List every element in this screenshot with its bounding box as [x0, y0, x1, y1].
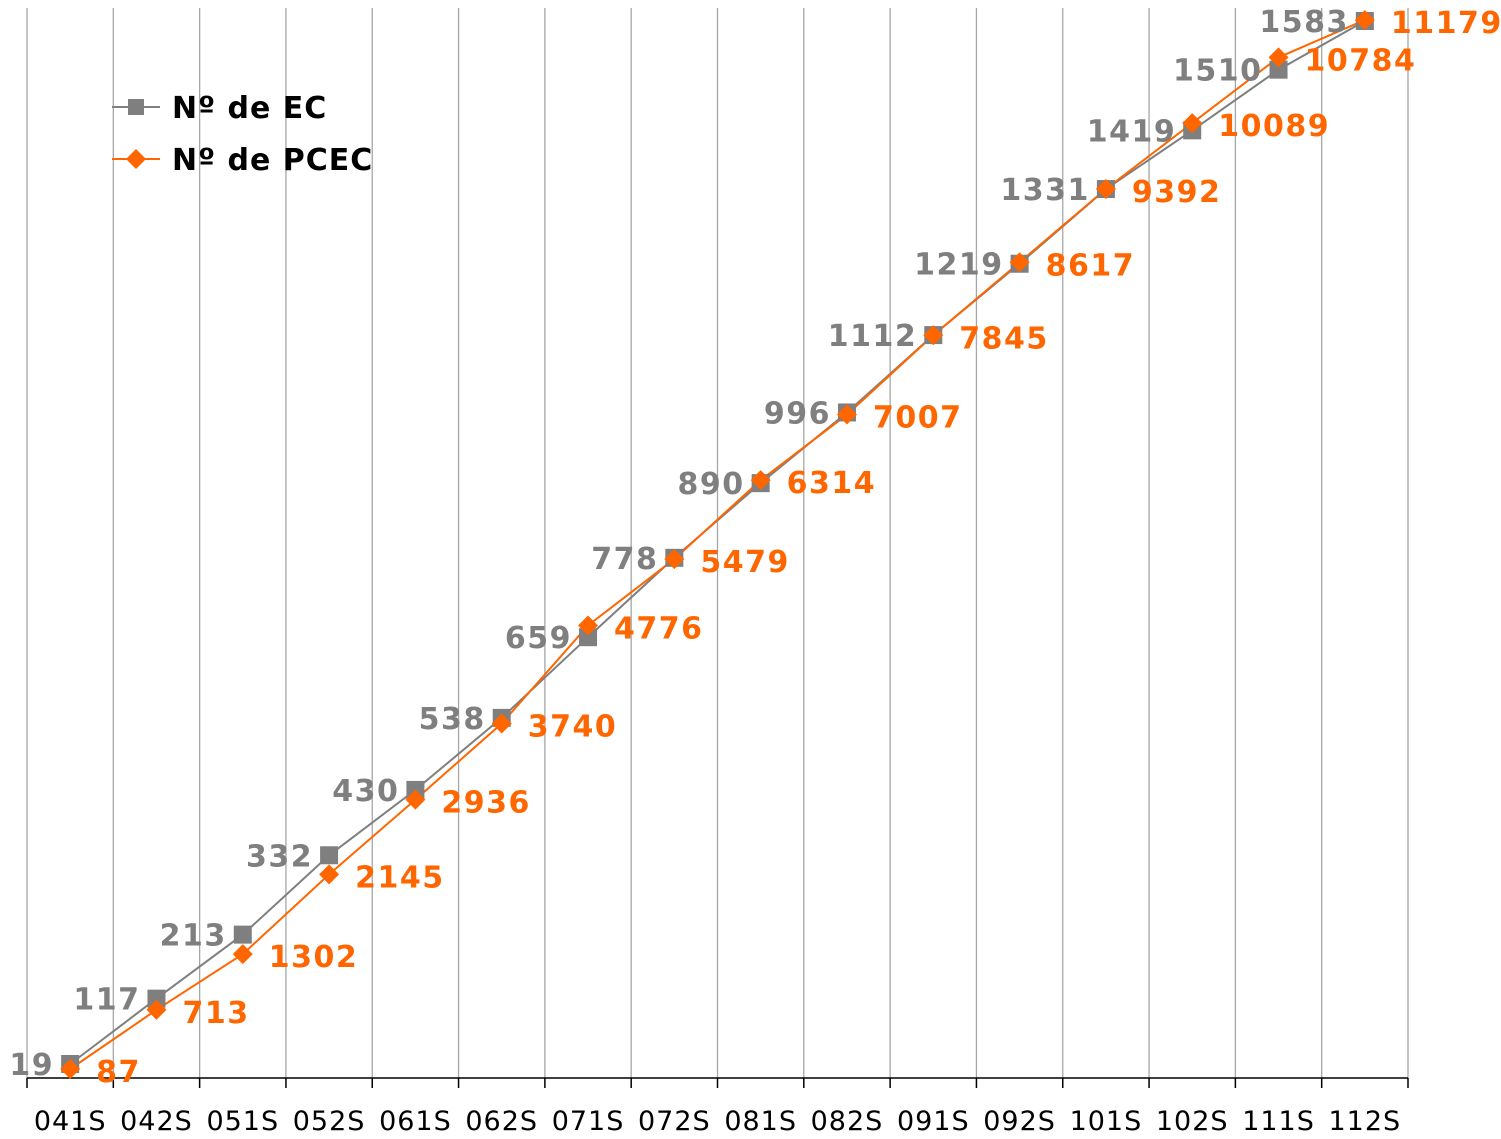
marker-pcec-042S: [146, 999, 167, 1020]
legend-label-ec: Nº de EC: [172, 91, 327, 126]
data-label-pcec-062S: 3740: [528, 710, 618, 745]
marker-pcec-111S: [1268, 47, 1289, 68]
marker-pcec-102S: [1182, 113, 1203, 134]
data-label-pcec-101S: 9392: [1132, 175, 1222, 210]
marker-ec-042S: [147, 989, 166, 1008]
data-label-ec-081S: 890: [678, 467, 745, 502]
data-label-pcec-111S: 10784: [1305, 43, 1417, 78]
data-label-ec-062S: 538: [419, 702, 486, 737]
data-label-ec-092S: 1219: [914, 248, 1004, 283]
data-label-ec-111S: 1510: [1173, 54, 1263, 89]
data-label-pcec-082S: 7007: [873, 401, 963, 436]
data-label-ec-082S: 996: [764, 396, 831, 431]
data-label-ec-051S: 213: [160, 919, 227, 954]
marker-pcec-051S: [232, 944, 253, 965]
marker-pcec-112S: [1354, 10, 1375, 30]
x-tick-label-111S: 111S: [1242, 1106, 1315, 1137]
series-lines: [69, 19, 1366, 1070]
x-tick-label-061S: 061S: [379, 1106, 452, 1137]
data-label-ec-071S: 659: [505, 621, 572, 656]
legend-label-pcec: Nº de PCEC: [172, 143, 373, 178]
marker-pcec-072S: [664, 549, 685, 570]
marker-pcec-082S: [836, 404, 857, 425]
data-label-pcec-092S: 8617: [1046, 248, 1136, 283]
marker-pcec-062S: [491, 713, 512, 734]
data-label-pcec-081S: 6314: [787, 466, 877, 501]
marker-ec-052S: [320, 846, 339, 865]
data-label-pcec-071S: 4776: [614, 612, 704, 647]
data-label-ec-042S: 117: [73, 983, 140, 1018]
marker-pcec-081S: [750, 470, 771, 491]
x-tick-label-062S: 062S: [465, 1106, 538, 1137]
x-tick-label-051S: 051S: [206, 1106, 279, 1137]
data-label-pcec-102S: 10089: [1218, 109, 1330, 144]
x-tick-label-081S: 081S: [724, 1106, 797, 1137]
data-label-pcec-052S: 2145: [355, 860, 445, 895]
data-label-pcec-091S: 7845: [959, 321, 1049, 356]
data-label-pcec-061S: 2936: [441, 786, 531, 821]
data-label-pcec-041S: 87: [96, 1055, 141, 1090]
x-tick-label-101S: 101S: [1070, 1106, 1143, 1137]
marker-pcec-092S: [1009, 252, 1030, 273]
data-label-ec-041S: 19: [9, 1048, 54, 1083]
legend-marker-ec: [128, 99, 144, 115]
vertical-gridlines: [26, 8, 1409, 1078]
legend: Nº de EC Nº de PCEC: [112, 91, 373, 178]
series-line-pcec: [69, 19, 1366, 1070]
data-label-pcec-051S: 1302: [269, 940, 359, 975]
marker-pcec-041S: [60, 1059, 81, 1079]
x-tick-labels: 041S 042S 051S 052S 061S 062S 071S 072S 081S 082S…: [34, 1106, 1402, 1137]
legend-marker-pcec: [126, 149, 146, 169]
x-tick-label-082S: 082S: [811, 1106, 884, 1137]
marker-pcec-101S: [1095, 179, 1116, 200]
data-label-ec-091S: 1112: [828, 319, 918, 354]
x-tick-label-102S: 102S: [1156, 1106, 1229, 1137]
marker-ec-071S: [579, 628, 598, 647]
data-labels: 19 117 213 332 430 538 659 778 890 996 1112 1219 133…: [9, 5, 1501, 1090]
x-tick-label-042S: 042S: [120, 1106, 193, 1137]
x-tick-label-052S: 052S: [293, 1106, 366, 1137]
data-label-ec-101S: 1331: [1000, 173, 1090, 208]
marker-ec-051S: [233, 925, 252, 944]
data-label-ec-061S: 430: [332, 774, 399, 809]
x-tick-label-041S: 041S: [34, 1106, 107, 1137]
x-tick-label-071S: 071S: [552, 1106, 625, 1137]
x-axis: [26, 1077, 1409, 1088]
x-tick-label-112S: 112S: [1329, 1106, 1402, 1137]
data-label-ec-112S: 1583: [1259, 5, 1349, 40]
marker-ec-111S: [1269, 60, 1288, 79]
legend-item-pcec: Nº de PCEC: [112, 143, 373, 178]
marker-pcec-071S: [578, 615, 599, 636]
x-tick-label-072S: 072S: [638, 1106, 711, 1137]
data-label-ec-072S: 778: [591, 542, 658, 577]
marker-pcec-052S: [319, 864, 340, 885]
data-label-pcec-042S: 713: [182, 996, 249, 1031]
legend-item-ec: Nº de EC: [112, 91, 327, 126]
marker-pcec-091S: [923, 325, 944, 346]
data-label-pcec-072S: 5479: [700, 545, 790, 580]
data-label-pcec-112S: 11179: [1391, 6, 1501, 41]
x-tick-label-091S: 091S: [897, 1106, 970, 1137]
series-markers: [60, 10, 1375, 1079]
marker-pcec-061S: [405, 789, 426, 810]
x-tick-label-092S: 092S: [983, 1106, 1056, 1137]
data-label-ec-102S: 1419: [1087, 114, 1177, 149]
data-label-ec-052S: 332: [246, 839, 313, 874]
